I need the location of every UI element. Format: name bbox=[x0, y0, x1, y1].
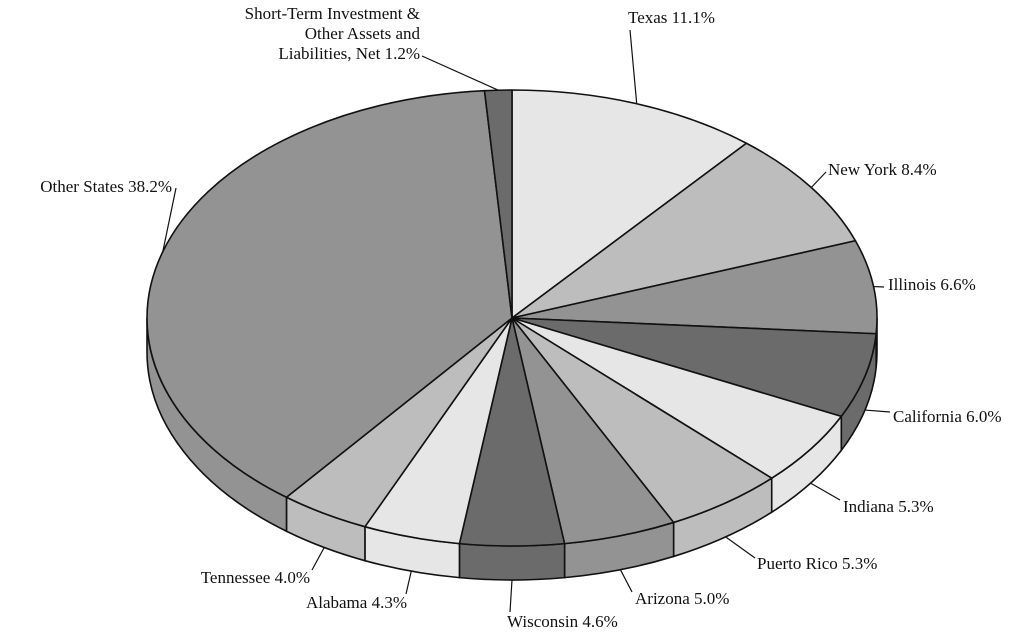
category-label: New York bbox=[828, 160, 897, 179]
value-label: 38.2% bbox=[128, 177, 172, 196]
slice-label: Puerto Rico 5.3% bbox=[757, 554, 877, 574]
slice-label: Arizona 5.0% bbox=[635, 589, 729, 609]
slice-label: Indiana 5.3% bbox=[843, 497, 934, 517]
pie-slice bbox=[511, 89, 748, 319]
leader-line bbox=[162, 187, 177, 252]
slice-label: Tennessee 4.0% bbox=[201, 568, 310, 588]
category-label: Wisconsin bbox=[507, 612, 579, 631]
category-label: Arizona bbox=[635, 589, 690, 608]
value-label: 1.2% bbox=[384, 44, 420, 63]
category-label: California bbox=[893, 407, 962, 426]
slice-label: Other States 38.2% bbox=[40, 177, 172, 197]
value-label: 11.1% bbox=[671, 8, 715, 27]
category-label: Tennessee bbox=[200, 568, 271, 587]
leader-line bbox=[509, 579, 513, 613]
pie-slice bbox=[483, 89, 513, 319]
leader-line bbox=[629, 29, 638, 104]
category-label: Other States bbox=[40, 177, 124, 196]
leader-line bbox=[864, 409, 891, 413]
value-label: 8.4% bbox=[901, 160, 937, 179]
value-label: 5.3% bbox=[898, 497, 934, 516]
slice-label: Illinois 6.6% bbox=[888, 275, 976, 295]
category-label: Alabama bbox=[305, 593, 368, 612]
value-label: 4.0% bbox=[274, 568, 310, 587]
pie-slice bbox=[511, 317, 877, 418]
leader-line bbox=[619, 569, 633, 593]
category-label: Texas bbox=[628, 8, 668, 27]
leader-line bbox=[311, 547, 325, 571]
value-label: 4.6% bbox=[582, 612, 618, 631]
value-label: 5.0% bbox=[694, 589, 730, 608]
leader-line bbox=[405, 571, 412, 595]
leader-line bbox=[421, 55, 499, 91]
category-label: Indiana bbox=[843, 497, 894, 516]
slice-label: California 6.0% bbox=[893, 407, 1002, 427]
leader-line bbox=[725, 536, 756, 559]
value-label: 6.6% bbox=[940, 275, 976, 294]
value-label: 5.3% bbox=[842, 554, 878, 573]
category-label: Illinois bbox=[888, 275, 937, 294]
category-label: Puerto Rico bbox=[757, 554, 838, 573]
leader-line bbox=[810, 171, 827, 188]
slice-label: Texas 11.1% bbox=[628, 8, 715, 28]
category-label: Short-Term Investment & Other Assets and… bbox=[244, 4, 420, 63]
value-label: 4.3% bbox=[371, 593, 407, 612]
pie-slice bbox=[146, 89, 513, 499]
value-label: 6.0% bbox=[966, 407, 1002, 426]
pie-slice bbox=[511, 142, 857, 319]
slice-label: New York 8.4% bbox=[828, 160, 937, 180]
slice-label: Short-Term Investment & Other Assets and… bbox=[242, 4, 420, 64]
slice-label: Alabama 4.3% bbox=[306, 593, 407, 613]
slice-label: Wisconsin 4.6% bbox=[507, 612, 618, 632]
leader-line bbox=[810, 482, 841, 501]
pie-side bbox=[458, 542, 566, 581]
